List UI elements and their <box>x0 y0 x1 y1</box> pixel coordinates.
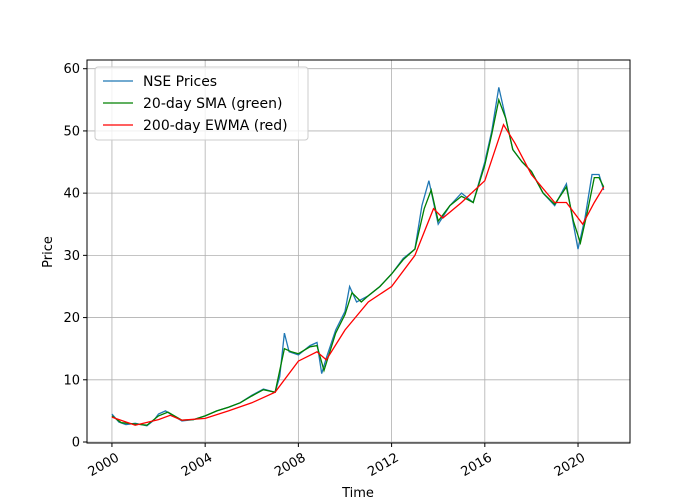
legend-box <box>94 66 309 141</box>
legend-label: 20-day SMA (green) <box>143 96 282 112</box>
y-tick-label: 40 <box>63 187 80 202</box>
y-tick-label: 60 <box>63 62 80 77</box>
data-line <box>111 123 605 426</box>
y-tick-label: 20 <box>63 311 80 326</box>
y-tick-label: 50 <box>63 124 80 139</box>
y-axis-label: Price <box>41 236 56 268</box>
legend-label: NSE Prices <box>143 74 217 90</box>
x-axis-label: Time <box>341 486 374 500</box>
y-tick-label: 30 <box>63 249 80 264</box>
legend-label: 200-day EWMA (red) <box>143 118 288 134</box>
y-tick-label: 0 <box>72 436 80 451</box>
y-tick-label: 10 <box>63 373 80 388</box>
plot-frame <box>86 59 631 444</box>
